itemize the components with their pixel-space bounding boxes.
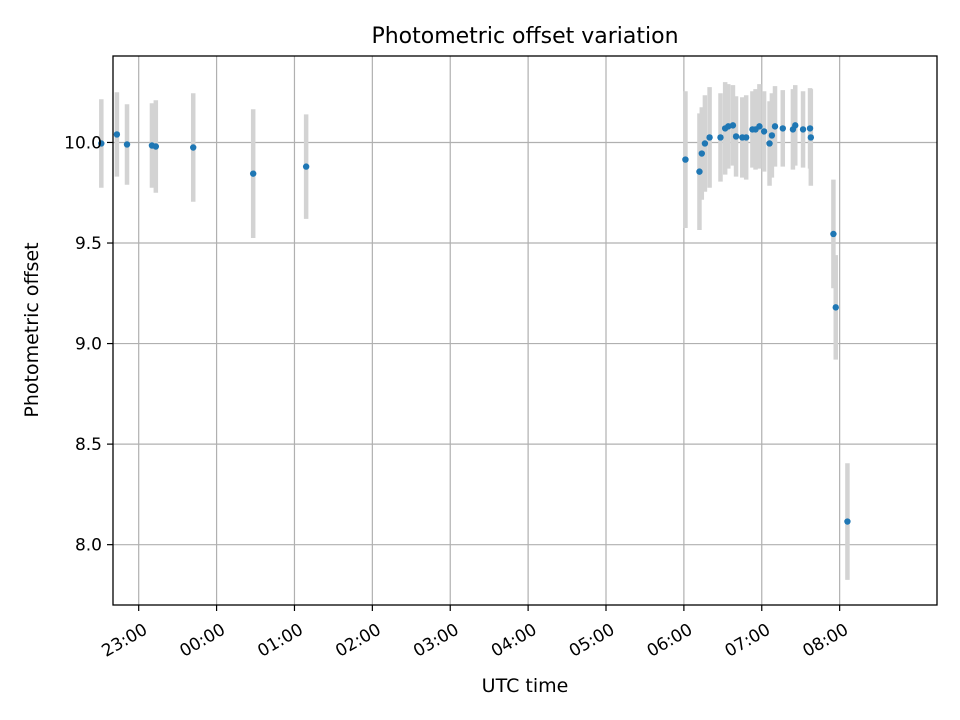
data-points (98, 122, 851, 525)
data-point (696, 168, 703, 175)
y-tick-label: 10.0 (64, 133, 102, 153)
data-point (732, 133, 740, 140)
data-point (682, 156, 689, 163)
plot-frame (112, 55, 938, 606)
data-point (779, 125, 786, 132)
y-tick-label: 8.5 (75, 435, 102, 455)
data-point (729, 122, 737, 129)
data-point (806, 125, 814, 132)
y-tick-label: 8.0 (75, 536, 102, 556)
data-point (249, 170, 257, 177)
grid (113, 56, 937, 605)
data-point (792, 122, 799, 129)
data-point (799, 126, 807, 133)
data-point (760, 128, 768, 135)
y-tick-label: 9.5 (75, 234, 102, 254)
y-axis-ticks: 8.0 8.5 9.0 9.5 10.0 (64, 133, 113, 556)
x-axis-label: UTC time (482, 675, 569, 697)
data-point (768, 132, 776, 139)
data-point (807, 134, 815, 141)
data-point (706, 134, 713, 141)
data-point (152, 143, 160, 150)
data-point (766, 140, 773, 147)
data-point (123, 141, 131, 148)
data-point (717, 134, 724, 141)
data-point (832, 304, 839, 311)
data-point (302, 163, 310, 170)
data-point (844, 518, 851, 525)
y-tick-label: 9.0 (75, 335, 102, 355)
y-axis-label: Photometric offset (21, 242, 43, 417)
chart-title: Photometric offset variation (371, 24, 678, 49)
data-point (698, 150, 705, 157)
data-point (190, 144, 197, 151)
data-point (98, 140, 105, 147)
data-point (756, 123, 763, 130)
data-point (701, 140, 709, 147)
data-point (742, 134, 750, 141)
data-point (771, 123, 779, 130)
data-point (113, 131, 121, 138)
data-point (830, 230, 837, 238)
